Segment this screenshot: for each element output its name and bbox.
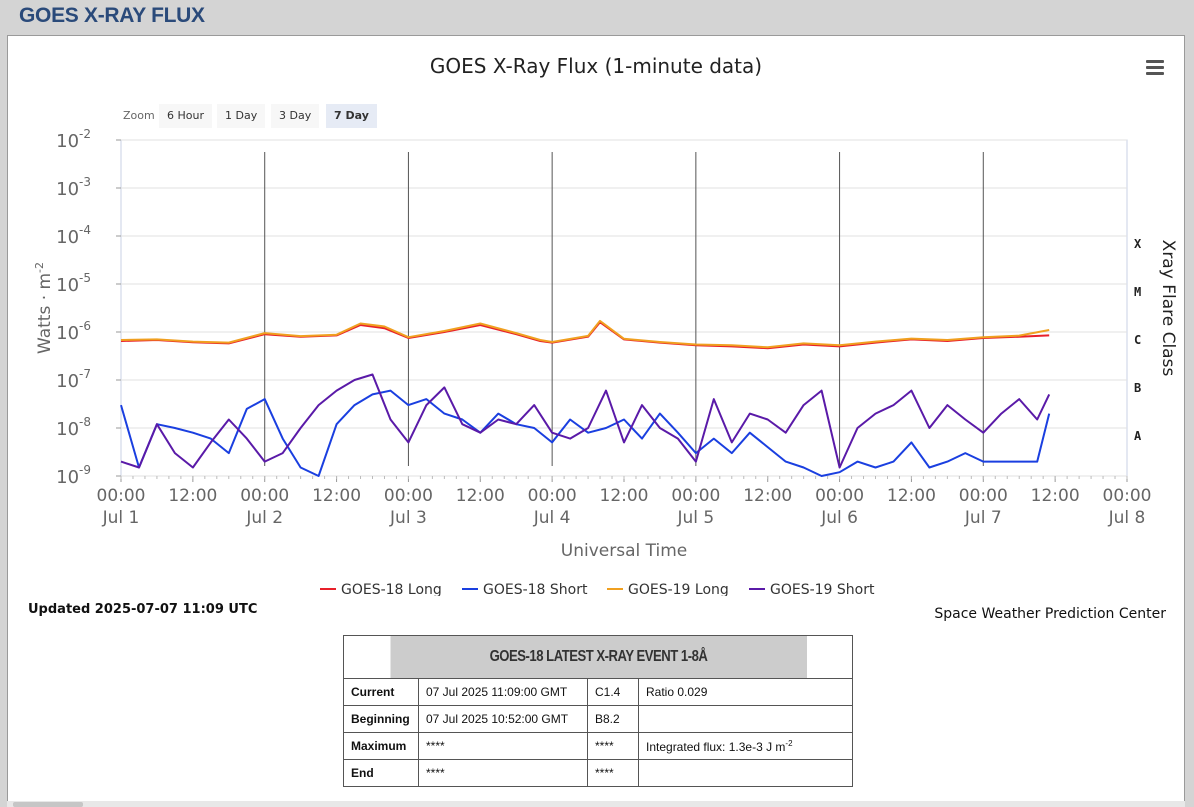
flare-class-label: A xyxy=(1134,429,1142,443)
chart-panel: GOES X-Ray Flux (1-minute data) 10-2 10-3 1… xyxy=(7,35,1185,805)
x-tick-label: 12:00 xyxy=(312,486,361,506)
x-axis-label: Universal Time xyxy=(561,541,687,561)
x-tick-date-label: Jul 1 xyxy=(102,508,140,528)
flare-class-label: C xyxy=(1134,333,1141,347)
flare-class-label: M xyxy=(1134,285,1141,299)
chart-title: GOES X-Ray Flux (1-minute data) xyxy=(430,54,762,78)
y-tick-label: 10-2 xyxy=(56,127,91,152)
row-time: **** xyxy=(418,759,588,787)
page-header-title: GOES X-RAY FLUX xyxy=(19,4,205,27)
zoom-6-hour-button[interactable]: 6 Hour xyxy=(159,104,212,128)
x-tick-label: 00:00 xyxy=(384,486,433,506)
series-line-goes-19-short xyxy=(120,373,1051,469)
legend-entry: GOES-18 Long xyxy=(341,582,442,596)
x-tick-label: 00:00 xyxy=(240,486,289,506)
x-tick-label: 00:00 xyxy=(815,486,864,506)
row-extra xyxy=(638,759,853,787)
zoom-1-day-button[interactable]: 1 Day xyxy=(217,104,266,128)
latest-event-table: GOES-18 LATEST X-RAY EVENT 1-8Å Current … xyxy=(343,635,853,787)
horizontal-scrollbar[interactable] xyxy=(7,801,1185,807)
legend-entry: GOES-18 Short xyxy=(483,582,588,596)
row-time: 07 Jul 2025 11:09:00 GMT xyxy=(418,678,588,706)
row-class: **** xyxy=(587,759,639,787)
y-axis-label: Watts · m-2 xyxy=(33,262,55,354)
row-extra: Ratio 0.029 xyxy=(638,678,853,706)
row-label: End xyxy=(343,759,419,787)
x-tick-date-label: Jul 5 xyxy=(676,508,714,528)
x-tick-label: 12:00 xyxy=(743,486,792,506)
x-tick-label: 00:00 xyxy=(959,486,1008,506)
zoom-label: Zoom xyxy=(123,109,155,122)
series-line-goes-18-short xyxy=(120,389,1051,477)
x-tick-label: 00:00 xyxy=(528,486,577,506)
xray-flux-chart: GOES X-Ray Flux (1-minute data) 10-2 10-3 1… xyxy=(33,54,1178,596)
y-tick-label: 10-5 xyxy=(56,271,91,296)
plot-area xyxy=(120,139,1128,477)
hamburger-menu-icon[interactable] xyxy=(1146,60,1164,75)
x-tick-label: 12:00 xyxy=(1031,486,1080,506)
y-tick-label: 10-8 xyxy=(56,415,91,440)
y2-axis-label: Xray Flare Class xyxy=(1158,240,1178,377)
table-row: End **** **** xyxy=(343,759,853,787)
row-label: Beginning xyxy=(343,705,419,733)
updated-timestamp: Updated 2025-07-07 11:09 UTC xyxy=(28,602,258,617)
x-tick-date-label: Jul 8 xyxy=(1108,508,1146,528)
row-time: **** xyxy=(418,732,588,760)
zoom-7-day-button[interactable]: 7 Day xyxy=(326,104,377,128)
flare-class-label: B xyxy=(1134,381,1141,395)
x-tick-date-label: Jul 7 xyxy=(964,508,1002,528)
y-tick-label: 10-3 xyxy=(56,175,91,200)
table-row: Maximum **** **** Integrated flux: 1.3e-… xyxy=(343,732,853,760)
x-tick-date-label: Jul 4 xyxy=(533,508,571,528)
x-tick-label: 00:00 xyxy=(1103,486,1152,506)
x-tick-label: 12:00 xyxy=(456,486,505,506)
table-row: Beginning 07 Jul 2025 10:52:00 GMT B8.2 xyxy=(343,705,853,733)
flare-class-label: X xyxy=(1134,237,1142,251)
row-extra: Integrated flux: 1.3e-3 J m-2 xyxy=(638,732,853,760)
legend-entry: GOES-19 Short xyxy=(770,582,875,596)
zoom-3-day-button[interactable]: 3 Day xyxy=(271,104,320,128)
event-table-title: GOES-18 LATEST X-RAY EVENT 1-8Å xyxy=(388,635,808,679)
x-tick-date-label: Jul 6 xyxy=(820,508,858,528)
legend-entry: GOES-19 Long xyxy=(628,582,729,596)
credit-text: Space Weather Prediction Center xyxy=(934,606,1166,622)
row-label: Current xyxy=(343,678,419,706)
x-tick-label: 12:00 xyxy=(168,486,217,506)
row-label: Maximum xyxy=(343,732,419,760)
row-class: C1.4 xyxy=(587,678,639,706)
y-tick-label: 10-6 xyxy=(56,319,91,344)
y-tick-label: 10-7 xyxy=(56,367,91,392)
row-class: B8.2 xyxy=(587,705,639,733)
x-tick-date-label: Jul 2 xyxy=(245,508,283,528)
x-tick-label: 12:00 xyxy=(600,486,649,506)
x-tick-label: 12:00 xyxy=(887,486,936,506)
y-tick-label: 10-4 xyxy=(56,223,91,248)
row-time: 07 Jul 2025 10:52:00 GMT xyxy=(418,705,588,733)
row-class: **** xyxy=(587,732,639,760)
x-tick-label: 00:00 xyxy=(97,486,146,506)
row-extra xyxy=(638,705,853,733)
x-tick-label: 00:00 xyxy=(671,486,720,506)
series-line-goes-19-long xyxy=(120,319,1050,349)
y-tick-label: 10-9 xyxy=(56,463,91,488)
x-tick-date-label: Jul 3 xyxy=(389,508,427,528)
table-row: Current 07 Jul 2025 11:09:00 GMT C1.4 Ra… xyxy=(343,678,853,706)
